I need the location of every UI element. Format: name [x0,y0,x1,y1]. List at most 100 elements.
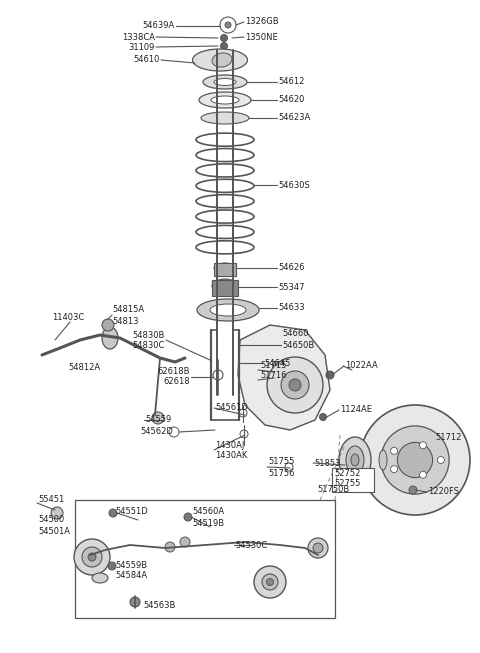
Circle shape [262,574,278,590]
Circle shape [320,413,326,421]
Text: 1350NE: 1350NE [245,33,278,42]
Circle shape [420,441,427,449]
Text: 54501A: 54501A [38,528,70,537]
Ellipse shape [199,92,251,108]
Text: 1022AA: 1022AA [345,362,378,370]
Circle shape [420,471,427,478]
Text: 54660: 54660 [282,328,309,338]
Circle shape [267,357,323,413]
Circle shape [254,566,286,598]
Ellipse shape [201,112,249,124]
Ellipse shape [214,263,236,273]
Ellipse shape [92,573,108,583]
Circle shape [184,513,192,521]
Text: 54815A: 54815A [112,306,144,315]
Ellipse shape [203,75,247,89]
Text: 54830C: 54830C [132,342,165,351]
Circle shape [326,371,334,379]
Text: 54519B: 54519B [192,518,224,528]
Text: 54626: 54626 [278,264,304,272]
Text: 54620: 54620 [278,95,304,104]
Text: 1338CA: 1338CA [122,33,155,42]
Circle shape [108,562,116,570]
Text: 54610: 54610 [133,56,160,65]
Text: 1326GB: 1326GB [245,18,278,27]
Ellipse shape [339,437,371,483]
Text: 54563B: 54563B [143,601,175,611]
Circle shape [397,442,432,477]
Text: 52755: 52755 [334,479,360,488]
Ellipse shape [197,299,259,321]
Ellipse shape [379,450,387,470]
Text: 31109: 31109 [129,42,155,52]
Circle shape [239,409,247,417]
Text: 51853: 51853 [314,458,340,468]
Ellipse shape [346,446,364,474]
Text: 54500: 54500 [38,515,64,524]
Circle shape [165,542,175,552]
Circle shape [169,427,179,437]
Bar [75,500,335,618]
Ellipse shape [214,78,236,86]
Text: 54530C: 54530C [235,541,267,550]
Circle shape [109,509,117,517]
Circle shape [437,456,444,464]
Text: 51715: 51715 [260,362,287,370]
Circle shape [180,537,190,547]
Circle shape [220,17,236,33]
Text: 62618B: 62618B [157,368,190,377]
Text: 51756: 51756 [268,468,295,477]
Text: 54813: 54813 [112,317,139,325]
Text: 54561D: 54561D [215,404,248,413]
Circle shape [213,370,223,380]
Circle shape [281,371,309,399]
Text: 54623A: 54623A [278,114,310,123]
Text: 1430AK: 1430AK [215,451,247,460]
Circle shape [381,426,449,494]
Text: 11403C: 11403C [52,313,84,323]
Ellipse shape [212,53,232,67]
Text: 54562D: 54562D [140,428,173,436]
Circle shape [82,547,102,567]
Circle shape [240,430,248,438]
Circle shape [285,463,293,471]
Circle shape [266,579,274,586]
Text: 54639A: 54639A [143,22,175,31]
Circle shape [130,597,140,607]
Circle shape [51,507,63,519]
Circle shape [220,35,228,42]
Text: 1124AE: 1124AE [340,406,372,415]
Text: 54560A: 54560A [192,507,224,517]
Circle shape [409,486,417,494]
Text: 51750B: 51750B [317,485,349,494]
Ellipse shape [211,96,239,104]
Text: 62618: 62618 [163,377,190,387]
Text: 54584A: 54584A [115,571,147,581]
Bar [332,468,374,492]
Text: 51716: 51716 [260,372,287,381]
Text: 52752: 52752 [334,468,360,477]
Text: 54650B: 54650B [282,340,314,349]
Text: 51755: 51755 [268,458,294,466]
Ellipse shape [102,327,118,349]
Text: 51712: 51712 [435,434,461,443]
Circle shape [102,319,114,331]
Text: 55451: 55451 [38,496,64,505]
Bar [212,280,238,296]
Circle shape [313,543,323,553]
Polygon shape [238,325,330,430]
Text: 1430AJ: 1430AJ [215,441,244,449]
Text: 55347: 55347 [278,283,304,291]
Circle shape [220,42,228,50]
Text: 54612: 54612 [278,78,304,86]
Text: 54645: 54645 [264,358,290,368]
Text: 54559B: 54559B [115,560,147,569]
Circle shape [74,539,110,575]
Circle shape [225,22,231,28]
Circle shape [391,466,397,473]
Ellipse shape [210,304,246,316]
Ellipse shape [192,49,248,71]
Circle shape [289,379,301,391]
Circle shape [391,447,397,454]
Ellipse shape [351,454,359,466]
